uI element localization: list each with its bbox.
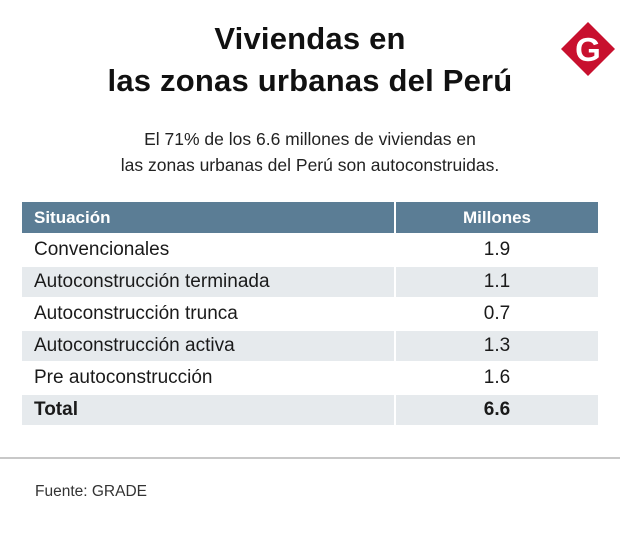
logo-letter: G xyxy=(575,31,601,68)
row-label: Pre autoconstrucción xyxy=(22,363,396,393)
data-table: Situación Millones Convencionales 1.9 Au… xyxy=(22,200,598,427)
column-header-situacion: Situación xyxy=(22,202,396,233)
page-title: Viviendas en las zonas urbanas del Perú xyxy=(40,18,580,102)
divider xyxy=(0,457,620,459)
title-line-1: Viviendas en xyxy=(214,21,406,56)
table-total-row: Total 6.6 xyxy=(22,395,598,425)
subtitle-line-2: las zonas urbanas del Perú son autoconst… xyxy=(120,155,500,175)
table-row: Autoconstrucción trunca 0.7 xyxy=(22,299,598,329)
row-label: Autoconstrucción terminada xyxy=(22,267,396,297)
table-row: Autoconstrucción activa 1.3 xyxy=(22,331,598,361)
row-value: 1.1 xyxy=(396,267,598,297)
row-value: 1.6 xyxy=(483,367,511,388)
row-value: 1.9 xyxy=(483,239,511,260)
subtitle: El 71% de los 6.6 millones de viviendas … xyxy=(60,126,560,178)
row-label: Convencionales xyxy=(22,235,396,265)
table-row: Convencionales 1.9 xyxy=(22,235,598,265)
row-label: Autoconstrucción trunca xyxy=(22,299,396,329)
row-value: 0.7 xyxy=(483,303,511,324)
row-value: 1.3 xyxy=(396,331,598,361)
gestion-logo-icon: G xyxy=(561,22,615,76)
source-note: Fuente: GRADE xyxy=(35,483,147,500)
row-label: Autoconstrucción activa xyxy=(22,331,396,361)
title-line-2: las zonas urbanas del Perú xyxy=(107,63,513,98)
total-value: 6.6 xyxy=(396,395,598,425)
table-row: Pre autoconstrucción 1.6 xyxy=(22,363,598,393)
table-row: Autoconstrucción terminada 1.1 xyxy=(22,267,598,297)
column-header-millones: Millones xyxy=(396,202,598,233)
total-label: Total xyxy=(22,395,396,425)
subtitle-line-1: El 71% de los 6.6 millones de viviendas … xyxy=(144,129,476,149)
table-header-row: Situación Millones xyxy=(22,202,598,233)
